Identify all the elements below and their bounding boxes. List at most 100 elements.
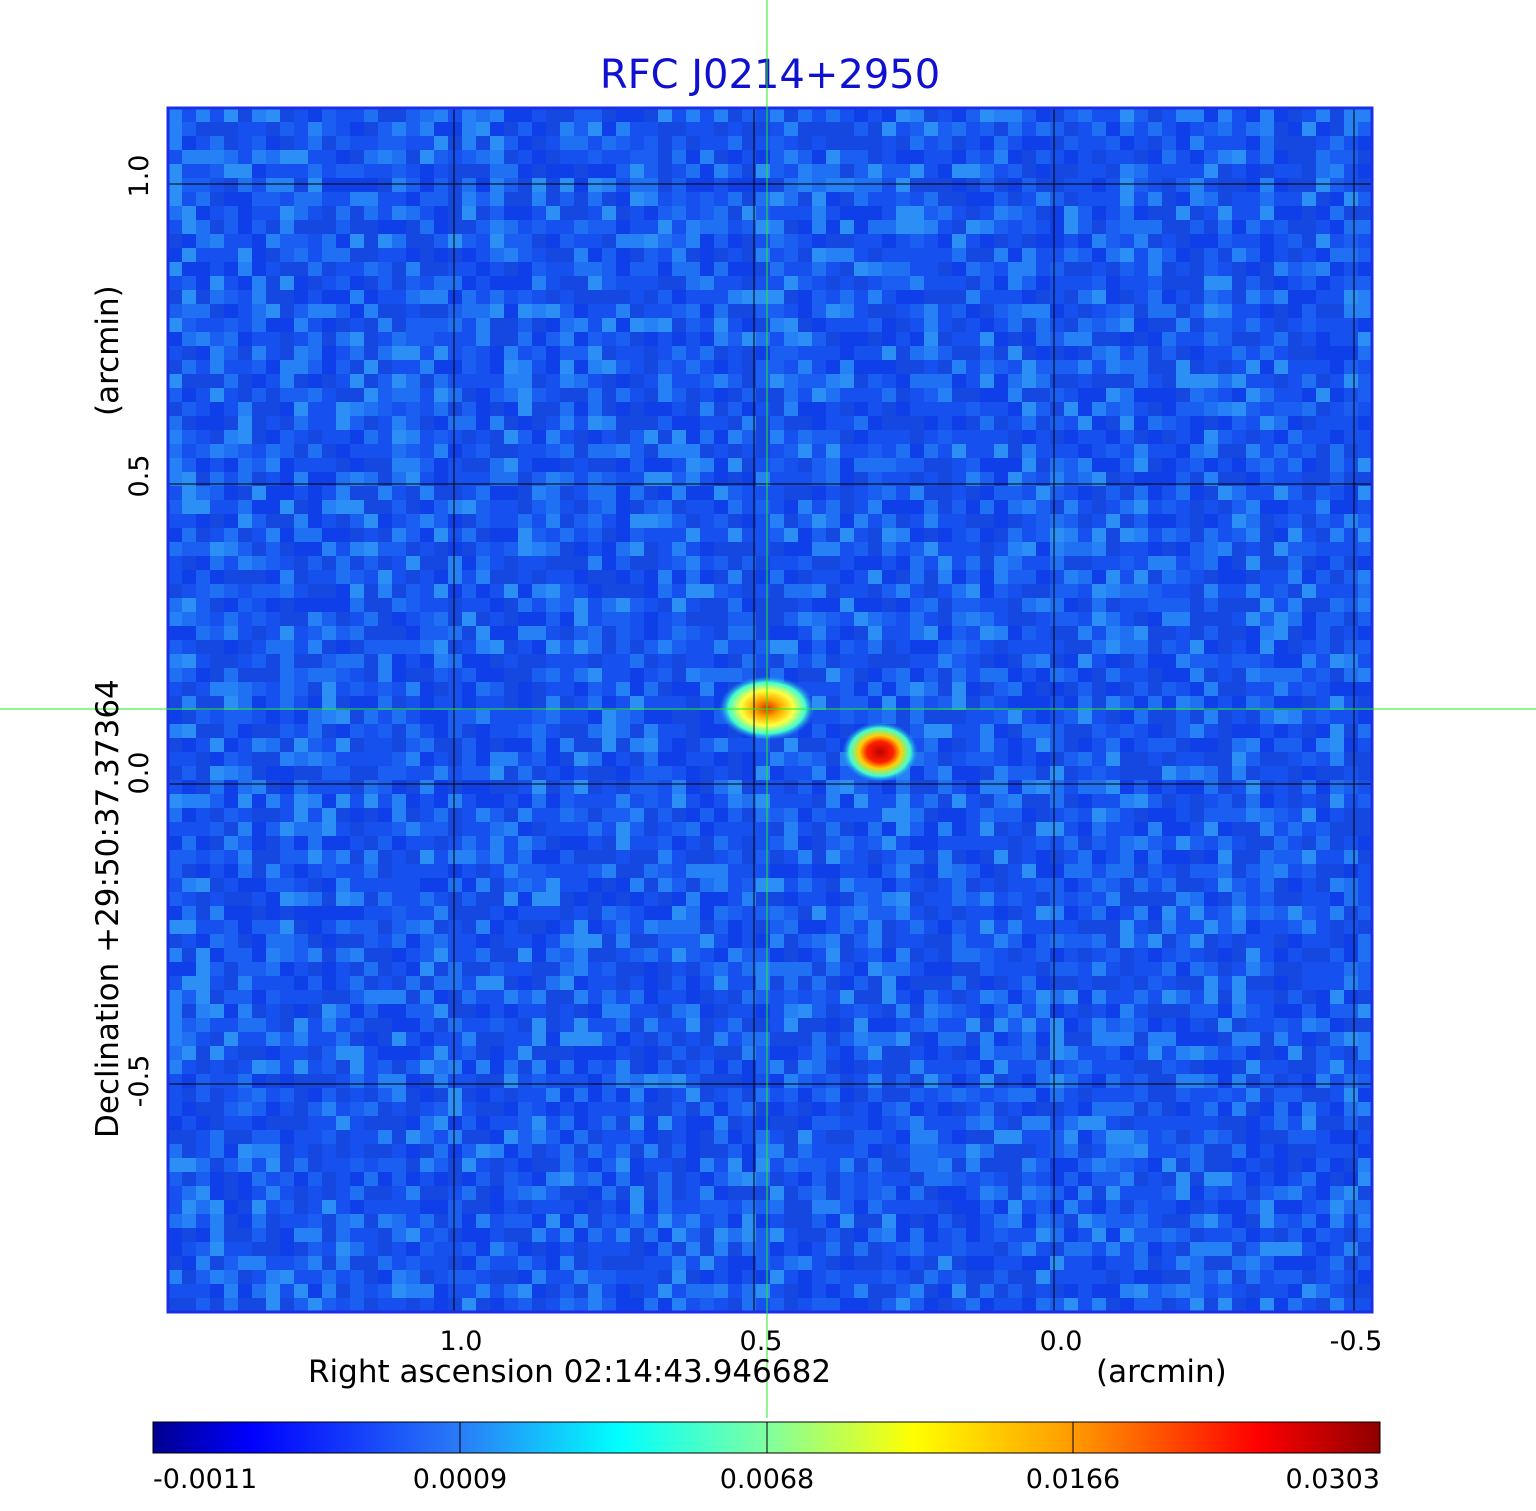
noise-cell — [210, 1298, 224, 1312]
noise-cell — [182, 304, 196, 318]
noise-cell — [560, 752, 574, 766]
noise-cell — [672, 1088, 686, 1102]
noise-cell — [910, 1074, 924, 1088]
noise-cell — [966, 1074, 980, 1088]
noise-cell — [350, 220, 364, 234]
noise-cell — [392, 570, 406, 584]
noise-cell — [924, 206, 938, 220]
noise-cell — [434, 1004, 448, 1018]
noise-cell — [672, 640, 686, 654]
noise-cell — [826, 724, 840, 738]
noise-cell — [168, 752, 182, 766]
noise-cell — [644, 430, 658, 444]
noise-cell — [588, 332, 602, 346]
noise-cell — [294, 1228, 308, 1242]
noise-cell — [210, 136, 224, 150]
noise-cell — [490, 1158, 504, 1172]
noise-cell — [322, 990, 336, 1004]
noise-cell — [182, 458, 196, 472]
noise-cell — [448, 808, 462, 822]
noise-cell — [896, 332, 910, 346]
noise-cell — [238, 1046, 252, 1060]
noise-cell — [448, 528, 462, 542]
noise-cell — [294, 1186, 308, 1200]
noise-cell — [644, 276, 658, 290]
noise-cell — [770, 654, 784, 668]
noise-cell — [896, 164, 910, 178]
noise-cell — [910, 178, 924, 192]
noise-cell — [574, 696, 588, 710]
noise-cell — [700, 906, 714, 920]
noise-cell — [196, 318, 210, 332]
noise-cell — [840, 668, 854, 682]
noise-cell — [826, 962, 840, 976]
noise-cell — [686, 892, 700, 906]
noise-cell — [532, 1116, 546, 1130]
noise-cell — [966, 444, 980, 458]
noise-cell — [504, 808, 518, 822]
noise-cell — [588, 934, 602, 948]
noise-cell — [490, 304, 504, 318]
noise-cell — [448, 388, 462, 402]
noise-cell — [770, 836, 784, 850]
noise-cell — [504, 360, 518, 374]
noise-cell — [434, 234, 448, 248]
noise-cell — [476, 346, 490, 360]
noise-cell — [630, 808, 644, 822]
noise-cell — [350, 626, 364, 640]
noise-cell — [420, 1032, 434, 1046]
noise-cell — [294, 248, 308, 262]
noise-cell — [938, 1074, 952, 1088]
noise-cell — [812, 1116, 826, 1130]
noise-cell — [252, 626, 266, 640]
noise-cell — [658, 920, 672, 934]
noise-cell — [224, 108, 238, 122]
noise-cell — [504, 290, 518, 304]
noise-cell — [280, 1144, 294, 1158]
noise-cell — [294, 150, 308, 164]
noise-cell — [504, 164, 518, 178]
noise-cell — [616, 752, 630, 766]
noise-cell — [350, 682, 364, 696]
noise-cell — [882, 948, 896, 962]
noise-cell — [658, 374, 672, 388]
noise-cell — [266, 1004, 280, 1018]
noise-cell — [938, 1102, 952, 1116]
noise-cell — [840, 542, 854, 556]
noise-cell — [756, 416, 770, 430]
noise-cell — [658, 234, 672, 248]
noise-cell — [490, 724, 504, 738]
noise-cell — [434, 598, 448, 612]
noise-cell — [644, 612, 658, 626]
noise-cell — [910, 654, 924, 668]
noise-cell — [882, 374, 896, 388]
noise-cell — [406, 444, 420, 458]
noise-cell — [616, 262, 630, 276]
noise-cell — [434, 822, 448, 836]
noise-cell — [420, 178, 434, 192]
noise-cell — [840, 920, 854, 934]
noise-cell — [448, 220, 462, 234]
noise-cell — [196, 248, 210, 262]
noise-cell — [462, 640, 476, 654]
noise-cell — [518, 696, 532, 710]
noise-cell — [476, 542, 490, 556]
noise-cell — [686, 290, 700, 304]
noise-cell — [672, 626, 686, 640]
noise-cell — [952, 1284, 966, 1298]
noise-cell — [308, 1214, 322, 1228]
noise-cell — [742, 808, 756, 822]
noise-cell — [336, 430, 350, 444]
noise-cell — [602, 794, 616, 808]
noise-cell — [322, 696, 336, 710]
noise-cell — [378, 1242, 392, 1256]
noise-cell — [504, 430, 518, 444]
noise-cell — [602, 1200, 616, 1214]
noise-cell — [952, 1256, 966, 1270]
noise-cell — [616, 192, 630, 206]
noise-cell — [420, 794, 434, 808]
noise-cell — [546, 416, 560, 430]
noise-cell — [434, 542, 448, 556]
noise-cell — [854, 458, 868, 472]
noise-cell — [196, 1046, 210, 1060]
